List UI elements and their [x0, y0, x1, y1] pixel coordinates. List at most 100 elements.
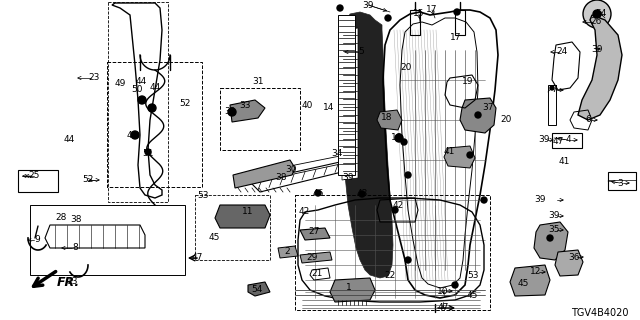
Bar [107, 62, 202, 187]
Text: 8: 8 [72, 244, 78, 252]
Text: 26: 26 [590, 18, 602, 27]
Text: 50: 50 [131, 85, 143, 94]
Text: 48: 48 [126, 132, 138, 140]
Text: 3: 3 [617, 179, 623, 188]
Text: 47: 47 [552, 138, 564, 147]
Text: 29: 29 [307, 253, 317, 262]
Text: 37: 37 [483, 103, 493, 113]
Circle shape [470, 107, 486, 123]
Polygon shape [230, 100, 265, 122]
Text: 18: 18 [381, 114, 393, 123]
Text: 28: 28 [55, 212, 67, 221]
Polygon shape [534, 222, 568, 260]
Text: 45: 45 [517, 278, 529, 287]
Text: 52: 52 [83, 175, 93, 185]
Bar [30, 205, 185, 275]
Text: 49: 49 [115, 79, 125, 89]
Polygon shape [340, 12, 393, 278]
Text: 7: 7 [551, 85, 557, 94]
Circle shape [315, 190, 321, 196]
Text: 34: 34 [332, 148, 342, 157]
Polygon shape [215, 205, 270, 228]
Text: 54: 54 [595, 10, 607, 19]
Circle shape [452, 282, 458, 288]
Bar [548, 85, 556, 125]
Text: 51: 51 [142, 148, 154, 157]
Text: 46: 46 [312, 188, 324, 197]
Polygon shape [578, 15, 622, 120]
Text: 43: 43 [356, 189, 368, 198]
Circle shape [228, 108, 236, 116]
Text: 17: 17 [451, 34, 461, 43]
Text: 23: 23 [88, 74, 100, 83]
Text: 47: 47 [437, 303, 449, 313]
Polygon shape [248, 282, 270, 296]
Circle shape [596, 96, 604, 104]
Text: 42: 42 [392, 201, 404, 210]
Text: TGV4B4020: TGV4B4020 [572, 308, 628, 318]
Polygon shape [300, 252, 332, 263]
Circle shape [145, 149, 151, 155]
Text: 30: 30 [285, 165, 297, 174]
Circle shape [547, 235, 553, 241]
Text: 41: 41 [444, 148, 454, 156]
Bar [552, 133, 582, 148]
Text: 14: 14 [323, 102, 335, 111]
Circle shape [475, 112, 481, 118]
Circle shape [405, 172, 411, 178]
Bar [220, 88, 300, 150]
Circle shape [138, 96, 146, 104]
Text: 13: 13 [67, 277, 79, 286]
Text: 35: 35 [548, 226, 560, 235]
Text: 6: 6 [585, 116, 591, 124]
Text: 42: 42 [298, 206, 310, 215]
Text: 54: 54 [252, 284, 262, 293]
Circle shape [392, 207, 398, 213]
Circle shape [550, 86, 554, 90]
Text: 25: 25 [28, 172, 40, 180]
Circle shape [359, 191, 365, 197]
Bar [608, 172, 636, 190]
Bar [108, 2, 168, 202]
Text: 52: 52 [179, 99, 191, 108]
Text: 17: 17 [426, 5, 438, 14]
Circle shape [583, 0, 611, 28]
Bar [195, 195, 270, 260]
Text: 53: 53 [197, 191, 209, 201]
Text: 39: 39 [548, 212, 560, 220]
Text: 21: 21 [311, 269, 323, 278]
Text: 24: 24 [556, 47, 568, 57]
Text: 47: 47 [191, 253, 203, 262]
Polygon shape [444, 146, 475, 168]
Text: 4: 4 [565, 135, 571, 145]
Polygon shape [330, 278, 375, 302]
Text: FR.: FR. [56, 276, 79, 290]
Text: 5: 5 [358, 47, 364, 57]
Text: 9: 9 [34, 236, 40, 244]
Circle shape [481, 197, 487, 203]
Text: 32: 32 [224, 108, 236, 116]
Bar [455, 10, 465, 35]
Text: 36: 36 [568, 252, 580, 261]
Bar [295, 195, 490, 310]
Circle shape [131, 131, 139, 139]
Text: 44: 44 [149, 84, 161, 92]
Polygon shape [338, 15, 355, 175]
Text: 38: 38 [70, 215, 82, 225]
Text: 33: 33 [239, 100, 251, 109]
Text: 1: 1 [346, 283, 352, 292]
Circle shape [467, 152, 473, 158]
Circle shape [454, 9, 460, 15]
Circle shape [401, 139, 407, 145]
Text: 41: 41 [558, 157, 570, 166]
Bar [410, 10, 420, 35]
Text: 39: 39 [534, 196, 546, 204]
Text: 10: 10 [437, 286, 449, 295]
Text: 12: 12 [531, 268, 541, 276]
Text: 22: 22 [385, 270, 396, 279]
Polygon shape [278, 246, 298, 258]
Polygon shape [555, 250, 583, 276]
Text: 53: 53 [467, 270, 479, 279]
Text: 15: 15 [413, 10, 425, 19]
Bar [18, 170, 58, 192]
